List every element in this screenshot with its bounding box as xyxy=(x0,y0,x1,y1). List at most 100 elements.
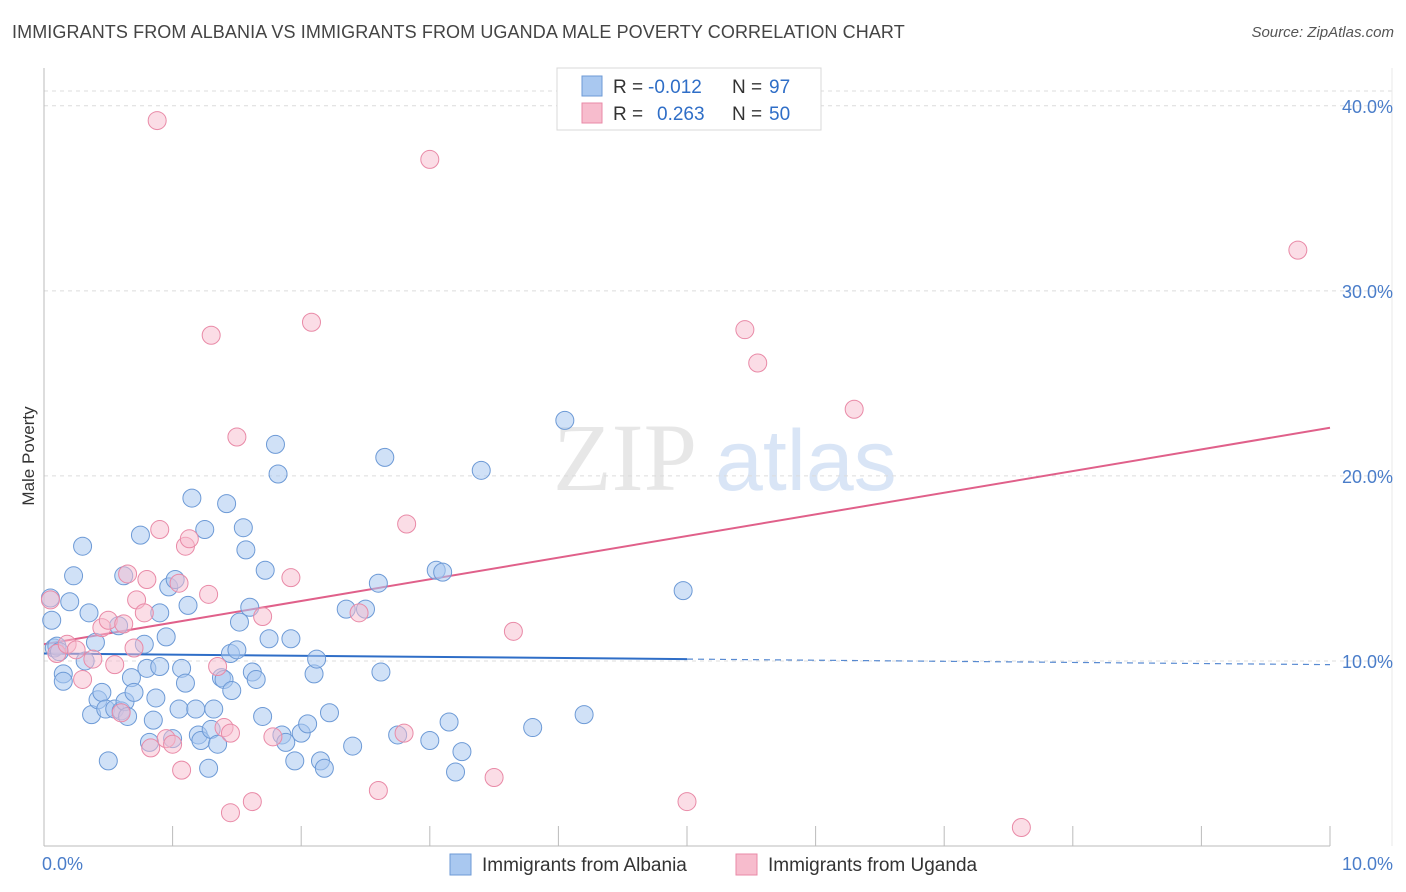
chart-title: IMMIGRANTS FROM ALBANIA VS IMMIGRANTS FR… xyxy=(12,22,905,42)
albania-point-32 xyxy=(150,656,170,676)
watermark: ZIP atlas xyxy=(553,404,897,511)
albania-point-40 xyxy=(175,673,195,693)
uganda-point-37 xyxy=(349,603,369,623)
series-legend-label-albania[interactable]: Immigrants from Albania xyxy=(482,855,687,876)
albania-point-55 xyxy=(222,681,242,701)
legend-swatch-albania xyxy=(581,75,603,97)
uganda-point-15 xyxy=(137,570,157,590)
series-legend: Immigrants from Albania Immigrants from … xyxy=(449,853,978,876)
albania-point-57 xyxy=(229,612,249,632)
legend-n-label-uganda: N = xyxy=(732,104,762,125)
albania-point-47 xyxy=(199,758,219,778)
albania-point-96 xyxy=(555,410,575,430)
albania-point-62 xyxy=(246,669,266,689)
uganda-point-22 xyxy=(172,760,192,780)
albania-point-1 xyxy=(42,610,62,630)
uganda-point-17 xyxy=(147,111,167,131)
uganda-point-39 xyxy=(394,723,414,743)
legend-r-label-albania: R = xyxy=(613,77,643,98)
uganda-point-11 xyxy=(118,564,138,584)
albania-point-6 xyxy=(53,671,73,691)
albania-point-83 xyxy=(371,662,391,682)
albania-point-91 xyxy=(452,742,472,762)
legend-n-value-uganda: 50 xyxy=(769,104,790,125)
albania-point-90 xyxy=(446,762,466,782)
uganda-point-43 xyxy=(503,621,523,641)
uganda-point-30 xyxy=(220,803,240,823)
uganda-point-10 xyxy=(114,614,134,634)
uganda-point-24 xyxy=(179,529,199,549)
albania-point-7 xyxy=(60,592,80,612)
y-tick-label-3: 40.0% xyxy=(1342,97,1393,117)
uganda-point-21 xyxy=(169,573,189,593)
albania-point-95 xyxy=(673,581,693,601)
albania-point-49 xyxy=(204,699,224,719)
uganda-point-34 xyxy=(263,727,283,747)
uganda-point-20 xyxy=(163,734,183,754)
albania-point-38 xyxy=(169,699,189,719)
x-tick-label-0: 0.0% xyxy=(42,854,83,874)
uganda-point-4 xyxy=(73,669,93,689)
uganda-point-48 xyxy=(1011,817,1031,837)
uganda-point-44 xyxy=(677,792,697,812)
uganda-point-45 xyxy=(735,320,755,340)
albania-point-17 xyxy=(98,751,118,771)
albania-point-9 xyxy=(73,536,93,556)
albania-point-64 xyxy=(255,560,275,580)
uganda-point-25 xyxy=(199,584,219,604)
uganda-point-41 xyxy=(420,149,440,169)
albania-point-8 xyxy=(64,566,84,586)
series-legend-swatch-albania[interactable] xyxy=(449,853,472,876)
uganda-point-36 xyxy=(301,312,321,332)
albania-point-50 xyxy=(208,734,228,754)
albania-point-89 xyxy=(439,712,459,732)
watermark-atlas: atlas xyxy=(715,413,897,509)
grid-lines xyxy=(44,90,1392,662)
albania-point-82 xyxy=(368,573,388,593)
legend-swatch-uganda xyxy=(581,102,603,124)
y-tick-label-2: 30.0% xyxy=(1342,282,1393,302)
albania-point-93 xyxy=(523,718,543,738)
albania-point-58 xyxy=(233,518,253,538)
albania-point-25 xyxy=(124,682,144,702)
albania-point-65 xyxy=(259,629,279,649)
uganda-point-42 xyxy=(484,768,504,788)
series-legend-label-uganda[interactable]: Immigrants from Uganda xyxy=(768,855,978,876)
legend-n-value-albania: 97 xyxy=(769,77,790,98)
watermark-zip: ZIP xyxy=(553,404,697,511)
uganda-point-31 xyxy=(227,427,247,447)
trend-line-albania-extension xyxy=(686,658,1331,666)
albania-point-86 xyxy=(420,731,440,751)
albania-point-77 xyxy=(314,758,334,778)
albania-point-30 xyxy=(143,710,163,730)
albania-points xyxy=(40,410,693,782)
albania-point-80 xyxy=(343,736,363,756)
uganda-point-0 xyxy=(40,590,60,610)
uganda-point-49 xyxy=(1288,240,1308,260)
albania-point-60 xyxy=(240,597,260,617)
uganda-point-32 xyxy=(242,792,262,812)
source-label: Source: ZipAtlas.com xyxy=(1251,24,1394,41)
albania-point-88 xyxy=(433,562,453,582)
uganda-point-14 xyxy=(134,603,154,623)
albania-point-26 xyxy=(130,525,150,545)
albania-point-71 xyxy=(285,751,305,771)
y-tick-label-1: 20.0% xyxy=(1342,467,1393,487)
y-tick-labels: 10.0% 20.0% 30.0% 40.0% xyxy=(1342,97,1393,672)
uganda-point-16 xyxy=(141,738,161,758)
albania-point-63 xyxy=(253,706,273,726)
albania-point-84 xyxy=(375,447,395,467)
axes xyxy=(43,68,1393,847)
legend-n-label-albania: N = xyxy=(732,77,762,98)
uganda-point-26 xyxy=(201,325,221,345)
albania-point-66 xyxy=(265,434,285,454)
uganda-point-46 xyxy=(748,353,768,373)
uganda-point-3 xyxy=(66,640,86,660)
series-legend-swatch-uganda[interactable] xyxy=(735,853,758,876)
albania-point-15 xyxy=(92,682,112,702)
uganda-point-40 xyxy=(397,514,417,534)
albania-point-67 xyxy=(268,464,288,484)
uganda-point-9 xyxy=(111,703,131,723)
albania-point-11 xyxy=(79,603,99,623)
